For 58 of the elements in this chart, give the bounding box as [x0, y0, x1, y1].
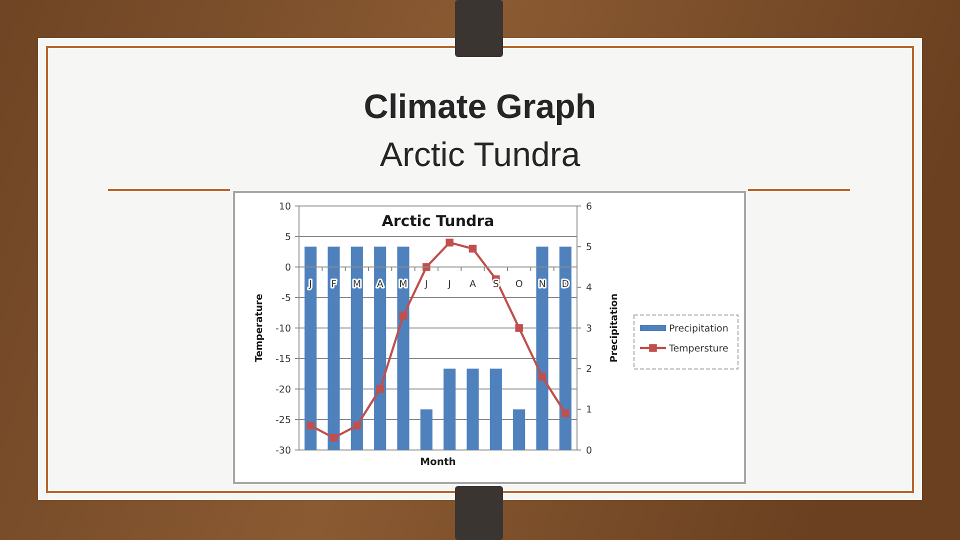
y2-tick-label: 3 — [586, 323, 592, 334]
point — [306, 422, 314, 430]
y-tick-label: -10 — [275, 323, 291, 334]
x-tick-label: J — [308, 279, 312, 290]
x-tick-label: F — [331, 279, 336, 290]
point — [538, 372, 546, 381]
bar — [490, 368, 502, 450]
x-tick-label: O — [515, 279, 523, 290]
bar — [350, 246, 363, 450]
bar — [466, 368, 479, 450]
y2-tick-label: 6 — [586, 201, 592, 212]
x-tick-label: D — [562, 279, 570, 290]
point — [468, 244, 477, 253]
x-axis-title: Month — [420, 457, 456, 468]
y2-tick-label: 1 — [586, 404, 592, 416]
legend-label: Tempersture — [668, 343, 728, 354]
y2-tick-label: 5 — [586, 242, 592, 253]
point — [562, 410, 570, 418]
x-tick-label: J — [447, 279, 451, 290]
x-tick-label: A — [470, 279, 476, 290]
bar — [304, 246, 317, 450]
y-tick-label: 0 — [284, 262, 291, 274]
y2-tick-label: 2 — [586, 364, 592, 375]
y-axis-title: Temperature — [254, 294, 265, 362]
y-tick-label: -15 — [275, 354, 291, 365]
bar — [328, 246, 340, 450]
bar — [374, 246, 386, 450]
bar — [513, 409, 526, 450]
chart-title: Climate Graph — [364, 88, 596, 126]
bar — [536, 246, 548, 450]
chart-subtitle: Arctic Tundra — [380, 136, 580, 174]
y-tick-label: -5 — [282, 292, 291, 304]
point — [422, 263, 430, 271]
bar — [559, 246, 572, 450]
x-tick-label: M — [399, 279, 408, 290]
y-tick-label: -20 — [275, 384, 291, 396]
bar — [444, 368, 456, 450]
y-tick-label: -25 — [275, 414, 291, 426]
y2-axis-title: Precipitation — [609, 293, 620, 363]
bar — [420, 409, 432, 450]
legend-label: Precipitation — [669, 323, 728, 334]
point — [330, 434, 338, 442]
y-tick-label: 5 — [284, 232, 291, 243]
x-tick-label: M — [352, 279, 362, 290]
point — [353, 422, 361, 430]
annotation: Arctic Tundra — [382, 212, 494, 230]
y-tick-label: 10 — [278, 201, 291, 212]
point — [376, 385, 384, 393]
y2-tick-label: 0 — [586, 445, 592, 456]
x-tick-label: A — [376, 279, 384, 290]
y2-tick-label: 4 — [586, 282, 592, 294]
point — [446, 238, 454, 246]
bar — [397, 246, 410, 450]
point — [515, 324, 523, 332]
point — [399, 312, 408, 320]
y-tick-label: -30 — [275, 445, 291, 456]
x-tick-label: J — [424, 279, 428, 290]
x-tick-label: N — [538, 279, 546, 290]
